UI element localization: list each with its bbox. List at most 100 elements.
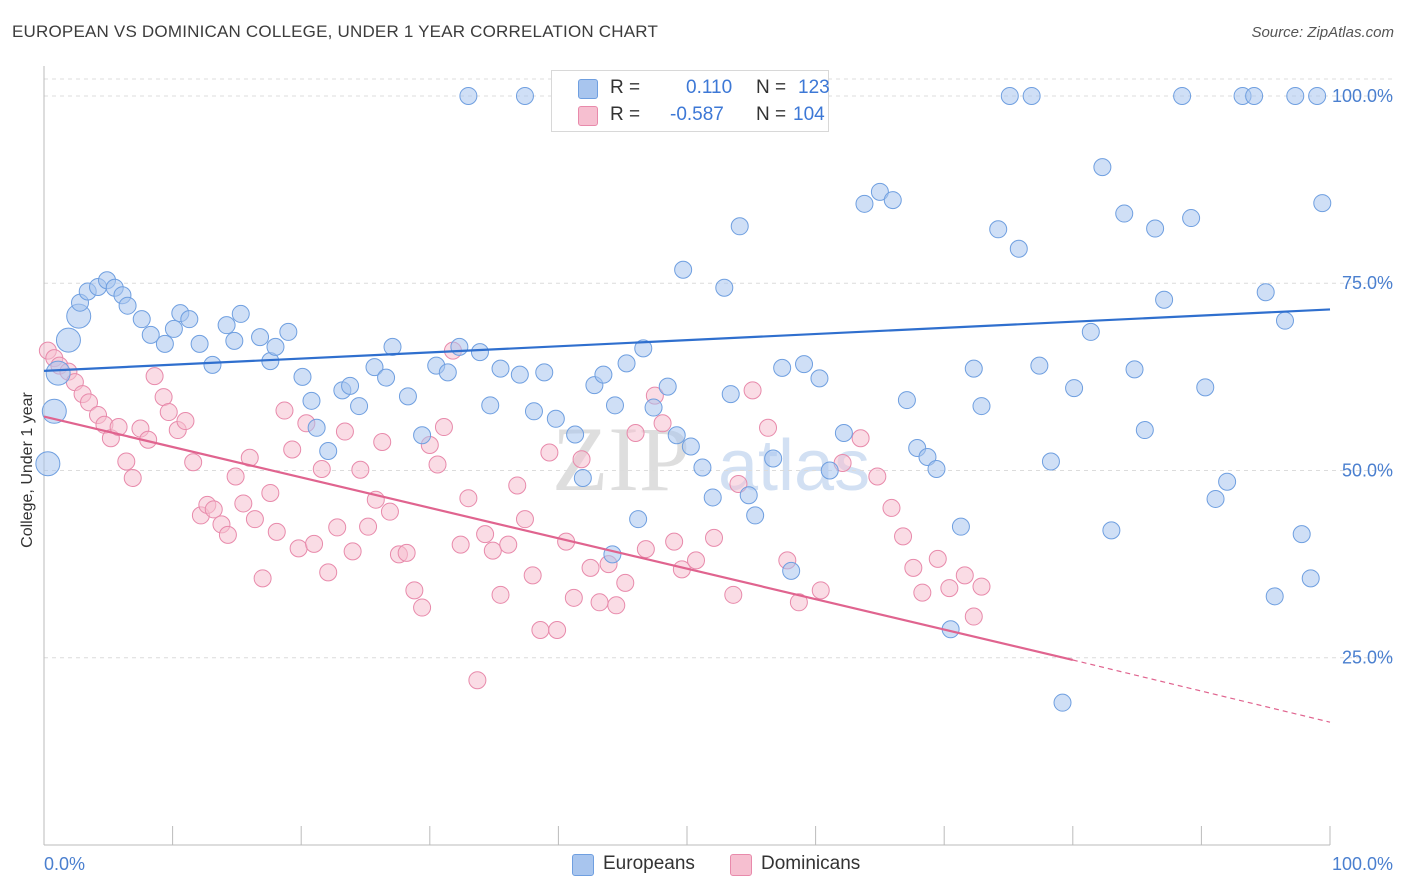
europeans-point (510, 365, 529, 384)
europeans-point (658, 377, 677, 396)
europeans-point (383, 337, 402, 356)
dominicans-point (515, 510, 534, 529)
dominicans-point (226, 467, 245, 486)
europeans-point (1155, 290, 1174, 309)
europeans-point (773, 358, 792, 377)
europeans-point (1102, 521, 1121, 540)
europeans-point (164, 319, 183, 338)
dominicans-point (145, 367, 164, 386)
dominicans-point (531, 621, 550, 640)
dominicans-point (743, 381, 762, 400)
europeans-point (594, 365, 613, 384)
europeans-point (603, 545, 622, 564)
europeans-point (413, 426, 432, 445)
europeans-point (746, 506, 765, 525)
dominicans-point (851, 429, 870, 448)
dominicans-point (397, 543, 416, 562)
dominicans-point (204, 500, 223, 519)
dominicans-point (359, 517, 378, 536)
tick-labels: 25.0% 50.0% 75.0% 100.0% 0.0% 100.0% (44, 86, 1393, 874)
dominicans-point (499, 535, 518, 554)
europeans-point (897, 391, 916, 410)
dominicans-point (868, 467, 887, 486)
dominicans-point (109, 418, 128, 437)
europeans-point (1135, 421, 1154, 440)
europeans-point (190, 334, 209, 353)
europeans-point (820, 461, 839, 480)
europeans-point (1256, 283, 1275, 302)
europeans-point (883, 191, 902, 210)
dominicans-point (665, 532, 684, 551)
europeans-point (1308, 86, 1327, 105)
europeans-point (721, 385, 740, 404)
europeans-point (251, 328, 270, 347)
europeans-point (1173, 86, 1192, 105)
europeans-point (307, 418, 326, 437)
dominicans-point (117, 452, 136, 471)
y-tick-label: 100.0% (1332, 86, 1393, 106)
dominicans-point (491, 585, 510, 604)
y-tick-label: 50.0% (1342, 460, 1393, 480)
dominicans-point (335, 422, 354, 441)
europeans-point (1125, 360, 1144, 379)
y-tick-label: 75.0% (1342, 273, 1393, 293)
dominicans-point (459, 489, 478, 508)
europeans-point (341, 376, 360, 395)
dominicans-point (928, 549, 947, 568)
europeans-point (55, 327, 81, 353)
dominicans-point (261, 483, 280, 502)
europeans-point (605, 396, 624, 415)
europeans-point (918, 447, 937, 466)
dominicans-point (434, 418, 453, 437)
dominicans-point (913, 583, 932, 602)
dominicans-point (904, 558, 923, 577)
europeans-point (365, 358, 384, 377)
dominicans-point (724, 585, 743, 604)
dominicans-trend-line (43, 415, 1074, 662)
dominicans-point (405, 581, 424, 600)
europeans-point (459, 86, 478, 105)
dominicans-point (451, 535, 470, 554)
europeans-point (1093, 158, 1112, 177)
europeans-point (927, 459, 946, 478)
legend-r-label: R = (610, 77, 641, 98)
dominicans-point (123, 468, 142, 487)
europeans-points (35, 86, 1332, 712)
dominicans-point (380, 502, 399, 521)
europeans-point (438, 363, 457, 382)
europeans-point (782, 561, 801, 580)
dominicans-point (882, 498, 901, 517)
dominicans-point (636, 540, 655, 559)
dominicans-point (312, 459, 331, 478)
dominicans-point (581, 558, 600, 577)
dominicans-point (508, 476, 527, 495)
legend-n-value: 104 (793, 104, 825, 125)
dominicans-point (653, 414, 672, 433)
dominicans-point (759, 418, 778, 437)
europeans-point (764, 449, 783, 468)
legend-n-label: N = (756, 77, 787, 98)
dominicans-point (476, 525, 495, 544)
dominicans-point (729, 474, 748, 493)
stats-legend: R = 0.110 N = 123 R = -0.587 N = 104 (551, 70, 830, 132)
europeans-point (1286, 86, 1305, 105)
europeans-point (1196, 378, 1215, 397)
legend-r-label: R = (610, 104, 641, 125)
europeans-point (1115, 204, 1134, 223)
europeans-point (155, 334, 174, 353)
swatch-europeans (572, 854, 594, 876)
dominicans-points (38, 341, 991, 690)
dominicans-point (275, 401, 294, 420)
europeans-point (1182, 209, 1201, 228)
europeans-point (279, 322, 298, 341)
europeans-point (715, 278, 734, 297)
europeans-point (989, 220, 1008, 239)
europeans-point (1065, 379, 1084, 398)
dominicans-point (373, 433, 392, 452)
swatch-dominicans (730, 854, 752, 876)
europeans-point (1081, 322, 1100, 341)
dominicans-point (267, 522, 286, 541)
dominicans-point (234, 494, 253, 513)
dominicans-point (218, 525, 237, 544)
europeans-point (515, 86, 534, 105)
